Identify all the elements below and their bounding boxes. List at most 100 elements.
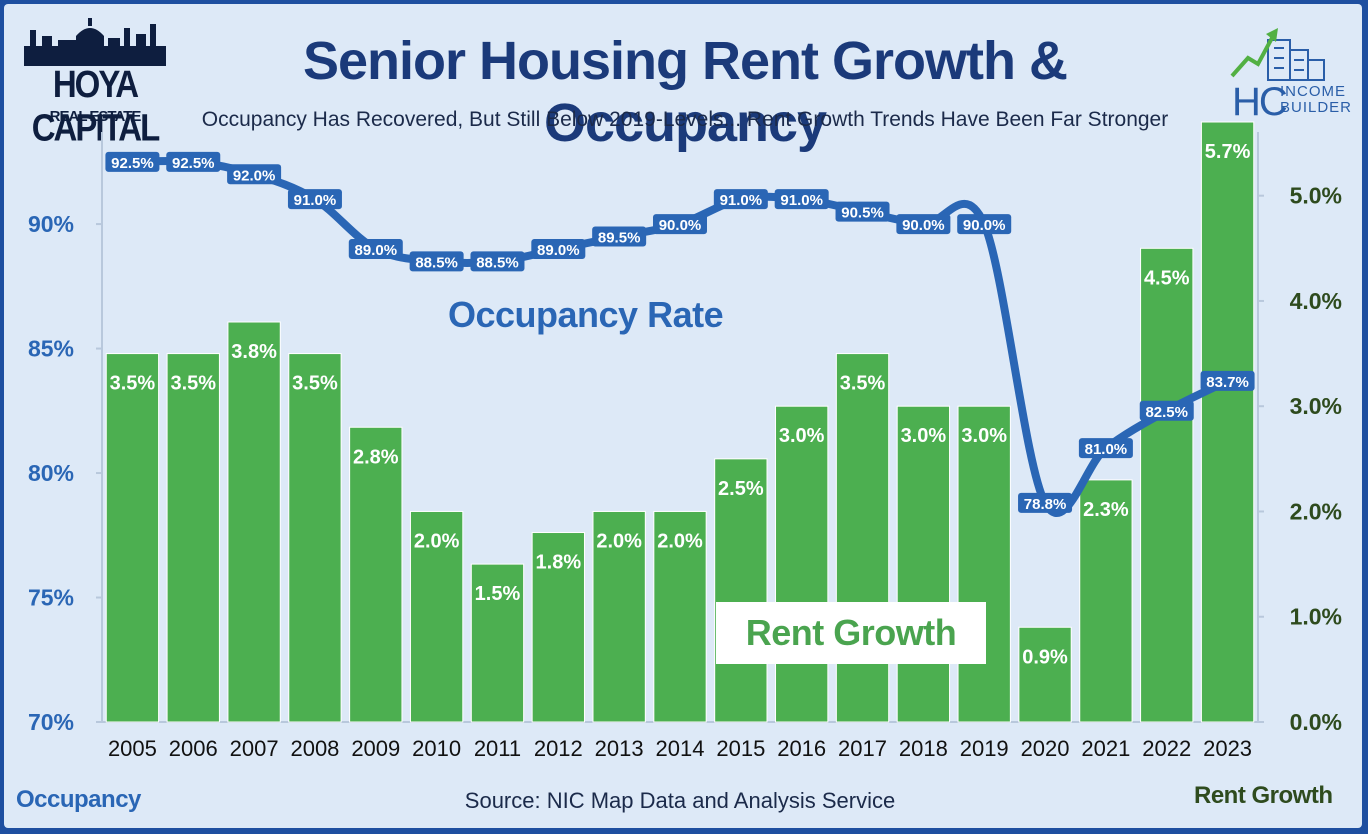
rent-growth-data-label: 3.5% bbox=[840, 373, 886, 395]
x-tick-label: 2019 bbox=[960, 736, 1009, 761]
occupancy-label-box bbox=[957, 214, 1012, 235]
rent-growth-bar bbox=[1079, 479, 1133, 723]
rent-growth-data-label: 4.5% bbox=[1144, 267, 1190, 289]
occupancy-label-box bbox=[1139, 400, 1194, 421]
x-tick-label: 2009 bbox=[351, 736, 400, 761]
occupancy-data-label: 90.0% bbox=[902, 217, 945, 234]
occupancy-label-box bbox=[713, 189, 768, 210]
left-axis-name: Occupancy bbox=[16, 786, 141, 813]
occupancy-label-box bbox=[348, 238, 403, 259]
rent-growth-bar bbox=[409, 510, 464, 723]
left-tick-label: 70% bbox=[28, 709, 74, 735]
occupancy-label-box bbox=[592, 226, 647, 247]
x-tick-label: 2023 bbox=[1203, 736, 1252, 761]
left-tick-label: 85% bbox=[28, 336, 74, 362]
rent-growth-bar bbox=[227, 321, 281, 723]
occupancy-data-label: 88.5% bbox=[415, 254, 458, 271]
building-growth-icon bbox=[1230, 28, 1325, 81]
rent-growth-bar bbox=[653, 510, 707, 723]
hoya-capital-logo: HOYA CAPITAL REAL ESTATE bbox=[20, 16, 170, 149]
rent-growth-bar bbox=[957, 405, 1011, 723]
x-tick-label: 2005 bbox=[108, 736, 157, 761]
rent-growth-bar bbox=[592, 510, 646, 723]
x-tick-label: 2014 bbox=[656, 736, 705, 761]
occupancy-label-box bbox=[835, 201, 890, 222]
x-tick-label: 2007 bbox=[230, 736, 279, 761]
rent-growth-bar bbox=[1140, 247, 1194, 723]
x-tick-label: 2017 bbox=[838, 736, 887, 761]
occupancy-label-box bbox=[653, 214, 707, 235]
x-tick-label: 2013 bbox=[595, 736, 644, 761]
rent-growth-bar bbox=[349, 426, 403, 723]
rent-growth-bar bbox=[531, 532, 585, 723]
right-tick-label: 3.0% bbox=[1290, 393, 1342, 419]
right-axis-name: Rent Growth bbox=[1194, 782, 1333, 809]
occupancy-data-label: 91.0% bbox=[780, 192, 823, 209]
rent-growth-data-label: 3.5% bbox=[292, 373, 338, 395]
rent-growth-data-label: 2.8% bbox=[353, 446, 399, 468]
source-note: Source: NIC Map Data and Analysis Servic… bbox=[464, 788, 896, 813]
occupancy-data-label: 90.0% bbox=[963, 217, 1006, 234]
left-tick-label: 80% bbox=[28, 460, 74, 486]
rent-growth-bar bbox=[470, 563, 525, 723]
rent-growth-bar bbox=[714, 458, 768, 723]
occupancy-label-box bbox=[896, 214, 951, 235]
right-tick-label: 4.0% bbox=[1290, 288, 1342, 314]
occupancy-label-box bbox=[1200, 370, 1255, 391]
occupancy-label-box bbox=[531, 238, 586, 259]
rent-growth-data-label: 2.5% bbox=[718, 478, 764, 500]
occupancy-label-box bbox=[105, 151, 160, 172]
logo-right-line1: INCOME bbox=[1280, 83, 1346, 100]
rent-growth-data-label: 2.3% bbox=[1083, 499, 1129, 521]
rent-growth-data-label: 0.9% bbox=[1022, 646, 1068, 668]
x-tick-label: 2011 bbox=[474, 736, 521, 761]
rent-series-label: Rent Growth bbox=[716, 602, 986, 664]
x-tick-label: 2008 bbox=[290, 736, 339, 761]
occupancy-data-label: 91.0% bbox=[720, 192, 763, 209]
occupancy-data-label: 92.0% bbox=[233, 167, 276, 184]
occupancy-data-label: 83.7% bbox=[1206, 374, 1249, 391]
logo-right-text: INCOME BUILDER bbox=[1280, 84, 1352, 116]
rent-growth-bar bbox=[835, 353, 890, 723]
rent-growth-bar bbox=[1200, 121, 1255, 723]
rent-growth-bar bbox=[105, 353, 160, 723]
x-tick-label: 2022 bbox=[1142, 736, 1191, 761]
rent-growth-data-label: 1.8% bbox=[536, 552, 582, 574]
occupancy-label-box bbox=[1018, 492, 1073, 513]
occupancy-label-box bbox=[287, 189, 342, 210]
occupancy-label-box bbox=[774, 189, 829, 210]
rent-growth-bar bbox=[775, 405, 829, 723]
rent-growth-data-label: 3.8% bbox=[231, 341, 277, 363]
rent-growth-bar bbox=[1018, 626, 1072, 723]
occupancy-label-box bbox=[409, 251, 464, 272]
occupancy-label-box bbox=[227, 164, 282, 185]
occupancy-data-label: 90.5% bbox=[841, 205, 884, 222]
x-tick-label: 2016 bbox=[777, 736, 826, 761]
rent-growth-bar bbox=[896, 405, 951, 723]
logo-left-sub: REAL ESTATE bbox=[49, 108, 142, 125]
x-tick-label: 2020 bbox=[1021, 736, 1070, 761]
x-tick-label: 2012 bbox=[534, 736, 583, 761]
occupancy-series-label: Occupancy Rate bbox=[448, 294, 724, 335]
rent-growth-data-label: 3.5% bbox=[170, 373, 216, 395]
occupancy-data-label: 90.0% bbox=[659, 217, 702, 234]
rent-growth-data-label: 3.0% bbox=[961, 425, 1007, 447]
occupancy-data-label: 78.8% bbox=[1024, 496, 1067, 513]
rent-growth-data-label: 3.0% bbox=[901, 425, 947, 447]
rent-growth-data-label: 3.5% bbox=[110, 373, 156, 395]
x-tick-label: 2015 bbox=[716, 736, 765, 761]
chart-subtitle: Occupancy Has Recovered, But Still Below… bbox=[201, 108, 1169, 131]
right-tick-label: 1.0% bbox=[1290, 604, 1342, 630]
rent-growth-data-label: 2.0% bbox=[596, 530, 642, 552]
logo-right-line2: BUILDER bbox=[1280, 99, 1353, 116]
occupancy-data-label: 88.5% bbox=[476, 254, 519, 271]
chart-title: Senior Housing Rent Growth & Occupancy bbox=[303, 31, 1068, 153]
x-tick-label: 2006 bbox=[169, 736, 218, 761]
occupancy-label-box bbox=[1078, 438, 1133, 459]
rent-growth-data-label: 1.5% bbox=[475, 583, 521, 605]
x-tick-label: 2010 bbox=[412, 736, 461, 761]
occupancy-data-label: 81.0% bbox=[1085, 441, 1128, 458]
rent-growth-bar bbox=[288, 353, 342, 723]
occupancy-label-box bbox=[470, 251, 525, 272]
occupancy-data-label: 89.5% bbox=[598, 230, 641, 247]
